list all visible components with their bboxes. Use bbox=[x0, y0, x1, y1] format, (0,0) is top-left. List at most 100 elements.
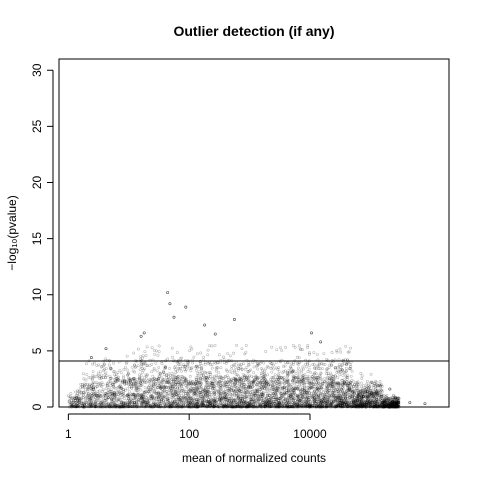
bulk-point bbox=[365, 405, 369, 408]
bulk-point bbox=[86, 402, 90, 406]
bulk-point bbox=[393, 404, 397, 408]
bulk-point bbox=[136, 390, 140, 394]
bulk-point bbox=[188, 366, 192, 370]
bulk-point bbox=[113, 403, 117, 406]
bulk-point bbox=[178, 357, 182, 361]
bulk-point bbox=[345, 384, 349, 387]
bulk-point bbox=[283, 404, 286, 408]
bulk-point bbox=[210, 344, 214, 348]
bulk-point bbox=[374, 404, 378, 408]
bulk-point bbox=[310, 382, 313, 386]
bulk-point bbox=[84, 378, 88, 382]
bulk-point bbox=[158, 398, 162, 402]
bulk-point bbox=[108, 379, 112, 383]
bulk-point bbox=[128, 377, 132, 381]
bulk-point bbox=[357, 404, 361, 408]
bulk-point bbox=[256, 404, 260, 408]
bulk-point bbox=[164, 379, 168, 383]
bulk-point bbox=[89, 375, 93, 379]
bulk-point bbox=[86, 404, 90, 408]
bulk-point bbox=[251, 398, 255, 402]
bulk-point bbox=[335, 349, 339, 352]
bulk-point bbox=[395, 401, 399, 405]
bulk-point bbox=[389, 400, 393, 404]
bulk-point bbox=[271, 395, 275, 399]
bulk-point bbox=[330, 382, 334, 386]
bulk-point bbox=[139, 354, 143, 358]
bulk-point bbox=[375, 397, 379, 401]
plot-frame bbox=[58, 58, 450, 408]
bulk-point bbox=[380, 383, 384, 387]
bulk-point bbox=[194, 364, 198, 368]
bulk-point bbox=[295, 400, 299, 403]
bulk-point bbox=[181, 400, 185, 404]
bulk-point bbox=[315, 377, 318, 381]
bulk-point bbox=[138, 398, 142, 402]
bulk-point bbox=[265, 400, 269, 404]
bulk-point bbox=[360, 374, 364, 378]
bulk-point bbox=[354, 404, 358, 408]
bulk-point bbox=[261, 375, 264, 379]
bulk-point bbox=[288, 370, 292, 374]
bulk-point bbox=[94, 393, 98, 397]
bulk-point bbox=[183, 364, 187, 368]
bulk-point bbox=[174, 380, 178, 384]
bulk-point bbox=[327, 397, 331, 401]
bulk-point bbox=[93, 404, 97, 408]
bulk-point bbox=[203, 391, 207, 395]
bulk-point bbox=[329, 403, 333, 407]
bulk-point bbox=[296, 362, 300, 366]
bulk-point bbox=[146, 400, 150, 404]
bulk-point bbox=[185, 397, 189, 401]
bulk-point bbox=[345, 377, 349, 381]
bulk-point bbox=[87, 384, 90, 388]
bulk-point bbox=[206, 353, 210, 357]
bulk-point bbox=[331, 379, 335, 383]
bulk-point bbox=[228, 354, 232, 358]
bulk-point bbox=[365, 380, 369, 383]
bulk-point bbox=[391, 400, 395, 404]
bulk-point bbox=[388, 403, 392, 407]
bulk-point bbox=[120, 371, 123, 375]
bulk-point bbox=[304, 365, 308, 369]
bulk-point bbox=[308, 403, 312, 407]
bulk-point bbox=[288, 388, 292, 392]
bulk-point bbox=[252, 371, 256, 375]
bulk-point bbox=[192, 386, 196, 390]
bulk-point bbox=[132, 393, 136, 397]
bulk-point bbox=[114, 405, 118, 409]
bulk-point bbox=[149, 404, 152, 408]
bulk-point bbox=[121, 380, 125, 384]
bulk-point bbox=[123, 379, 127, 383]
bulk-point bbox=[382, 405, 385, 409]
bulk-point bbox=[263, 369, 267, 373]
bulk-point bbox=[383, 397, 387, 401]
bulk-point bbox=[305, 401, 309, 405]
bulk-point bbox=[248, 402, 251, 405]
bulk-point bbox=[298, 398, 302, 402]
bulk-point bbox=[314, 394, 318, 398]
bulk-point bbox=[377, 405, 381, 409]
bulk-point bbox=[133, 396, 137, 400]
bulk-point bbox=[167, 372, 171, 376]
bulk-point bbox=[123, 397, 126, 401]
bulk-point bbox=[337, 364, 341, 368]
bulk-point bbox=[261, 386, 265, 390]
bulk-point bbox=[276, 386, 280, 390]
bulk-point bbox=[152, 368, 156, 372]
bulk-point bbox=[261, 401, 265, 405]
bulk-point bbox=[172, 366, 176, 370]
bulk-point bbox=[327, 388, 331, 392]
bulk-point bbox=[86, 386, 90, 390]
bulk-point bbox=[391, 403, 395, 407]
bulk-point bbox=[154, 398, 158, 402]
bulk-point bbox=[312, 400, 316, 404]
bulk-point bbox=[227, 401, 230, 405]
bulk-point bbox=[338, 347, 342, 351]
bulk-point bbox=[310, 398, 314, 402]
bulk-point bbox=[308, 385, 312, 388]
bulk-point bbox=[251, 380, 255, 384]
bulk-point bbox=[237, 405, 241, 408]
bulk-point bbox=[216, 405, 220, 409]
bulk-point bbox=[360, 376, 364, 380]
